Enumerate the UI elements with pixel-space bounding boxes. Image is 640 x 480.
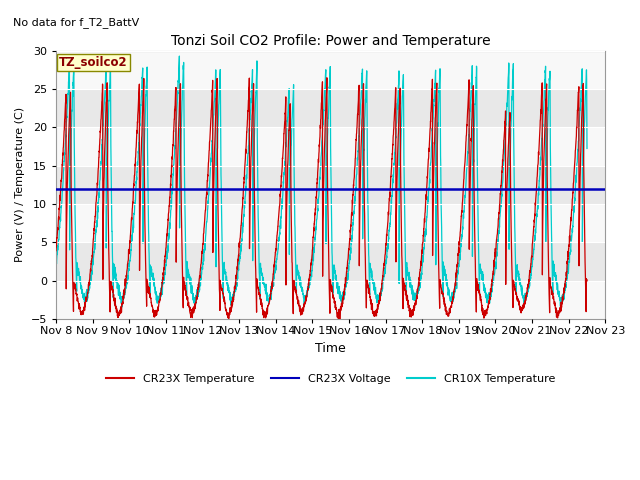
Bar: [56, 204, 605, 242]
Text: No data for f_T2_BattV: No data for f_T2_BattV: [13, 17, 139, 28]
Y-axis label: Power (V) / Temperature (C): Power (V) / Temperature (C): [15, 108, 25, 263]
Bar: [56, 166, 605, 204]
Bar: [56, 127, 605, 166]
Legend: CR23X Temperature, CR23X Voltage, CR10X Temperature: CR23X Temperature, CR23X Voltage, CR10X …: [102, 370, 559, 389]
Text: TZ_soilco2: TZ_soilco2: [59, 56, 127, 69]
Bar: [56, 51, 605, 89]
X-axis label: Time: Time: [316, 342, 346, 355]
Bar: [56, 281, 605, 319]
Bar: [56, 89, 605, 127]
Bar: [56, 242, 605, 281]
Title: Tonzi Soil CO2 Profile: Power and Temperature: Tonzi Soil CO2 Profile: Power and Temper…: [171, 34, 490, 48]
